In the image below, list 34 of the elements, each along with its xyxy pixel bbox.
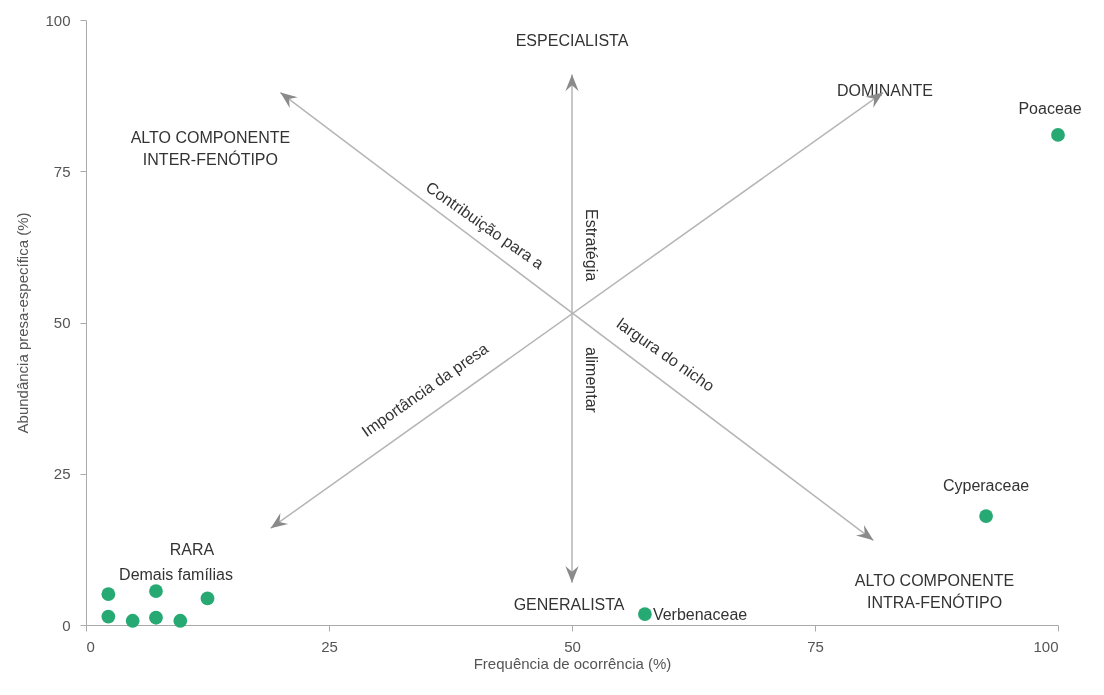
annotation: Poaceae <box>1018 99 1082 117</box>
annotation: Estratégia <box>583 209 601 282</box>
point <box>173 613 188 628</box>
point <box>1051 128 1065 142</box>
point <box>149 610 163 625</box>
point <box>101 587 116 602</box>
annotation: RARA <box>169 540 215 558</box>
y-tick-label: 75 <box>53 162 71 180</box>
annotation: ALTO COMPONENTE INTER-FENÓTIPO <box>130 128 291 168</box>
annotation: Verbenaceae <box>652 606 748 624</box>
point <box>125 613 140 628</box>
annotation: GENERALISTA <box>513 596 625 614</box>
annotation: ALTO COMPONENTE INTRA-FENÓTIPO <box>854 571 1015 611</box>
annotation: Cyperaceae <box>942 477 1030 495</box>
point <box>979 509 993 523</box>
x-tick-label: 75 <box>807 637 824 655</box>
y-axis-title: Abundância presa-específica (%) <box>14 212 32 434</box>
point <box>149 584 163 598</box>
x-tick-label: 100 <box>1033 637 1059 655</box>
x-tick-label: 50 <box>564 637 581 655</box>
y-tick-label: 0 <box>62 616 71 634</box>
point <box>200 591 215 606</box>
x-tick-label: 25 <box>321 637 338 655</box>
annotation: Demais famílias <box>119 566 233 584</box>
point <box>638 607 652 621</box>
y-tick-label: 25 <box>53 465 71 483</box>
point <box>101 609 116 624</box>
annotation: alimentar <box>583 347 601 414</box>
x-axis-title: Frequência de ocorrência (%) <box>473 654 672 672</box>
y-tick-label: 100 <box>45 11 71 29</box>
annotation: ESPECIALISTA <box>515 31 629 49</box>
x-tick-label: 0 <box>86 637 95 655</box>
y-tick-label: 50 <box>53 314 71 331</box>
annotation: DOMINANTE <box>836 82 933 100</box>
